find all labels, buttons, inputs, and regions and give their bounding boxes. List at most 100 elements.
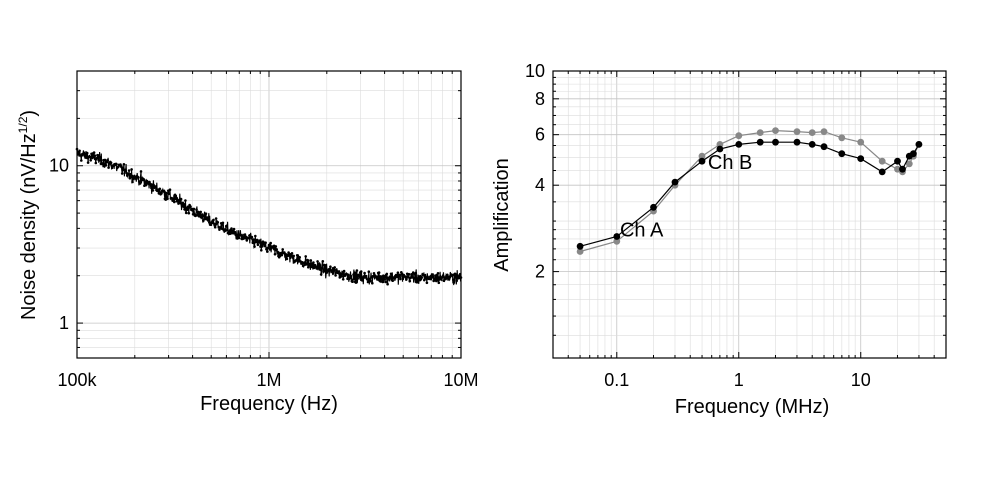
noise-data-point (353, 277, 356, 281)
noise-data-point (417, 275, 421, 278)
noise-data-point (187, 211, 191, 215)
noise-data-point (398, 273, 401, 277)
noise-data-point (179, 197, 183, 201)
noise-data-point (414, 271, 418, 275)
data-point-ch-a (576, 242, 584, 250)
noise-data-point (148, 180, 151, 184)
noise-data-point (94, 161, 98, 165)
data-point-ch-b (838, 134, 846, 142)
noise-data-point (138, 182, 142, 185)
noise-data-point (428, 277, 431, 281)
data-point-ch-b (793, 128, 801, 136)
noise-data-point (306, 258, 309, 262)
x-tick-label: 0.1 (604, 370, 629, 390)
data-point-ch-b (878, 157, 886, 165)
noise-data-point (399, 277, 402, 281)
y-tick-label: 4 (535, 175, 545, 195)
noise-data-point (266, 250, 269, 253)
noise-data-point (225, 228, 229, 232)
noise-data-point (337, 270, 341, 273)
data-point-ch-a (910, 150, 917, 158)
data-point-ch-a (772, 138, 779, 146)
noise-data-point (128, 177, 132, 180)
noise-data-point (348, 277, 352, 280)
noise-data-point (411, 271, 415, 274)
noise-data-point (349, 274, 353, 278)
noise-data-point (389, 272, 393, 276)
noise-data-point (253, 245, 256, 248)
noise-data-point (189, 205, 192, 208)
noise-data-point (274, 245, 278, 248)
noise-data-point (115, 162, 118, 166)
noise-data-point (228, 232, 231, 236)
noise-data-point (333, 266, 337, 269)
noise-density-y-axis-title: Noise density (nV/Hz1/2) (16, 110, 40, 320)
amplification-series (576, 127, 923, 255)
noise-data-point (103, 158, 107, 162)
noise-data-point (352, 273, 355, 276)
noise-data-point (239, 234, 243, 237)
noise-data-point (95, 157, 98, 160)
noise-data-point (206, 216, 209, 219)
noise-data-point (341, 278, 345, 281)
amplification-grid (552, 70, 947, 359)
noise-data-point (296, 260, 300, 263)
noise-data-point (245, 239, 249, 242)
noise-data-point (184, 199, 187, 202)
noise-data-point (322, 270, 325, 273)
noise-data-point (98, 155, 102, 159)
noise-data-point (88, 155, 92, 159)
noise-data-point (367, 270, 371, 274)
noise-data-point (183, 208, 186, 211)
noise-data-point (377, 271, 381, 274)
noise-data-point (365, 278, 369, 281)
data-point-ch-b (857, 138, 865, 146)
noise-data-point (237, 236, 241, 240)
data-point-ch-b (894, 165, 901, 173)
noise-data-point (154, 185, 157, 188)
noise-data-point (248, 233, 252, 237)
noise-data-point (170, 196, 173, 200)
noise-data-point (412, 276, 416, 280)
noise-data-point (129, 173, 133, 176)
amplification-ticks: 0.1 1 10 2 4 6 8 10 (525, 61, 947, 390)
noise-data-point (375, 275, 378, 279)
data-point-ch-b (735, 132, 743, 140)
noise-data-point (116, 165, 120, 169)
noise-data-point (199, 210, 202, 214)
data-point-ch-a (808, 141, 816, 148)
noise-data-point (360, 279, 364, 282)
noise-data-point (312, 261, 315, 264)
noise-data-point (131, 180, 134, 184)
noise-data-point (254, 234, 257, 238)
noise-data-point (430, 273, 434, 276)
data-point-ch-a (698, 157, 706, 165)
noise-data-point (252, 238, 255, 241)
noise-data-point (91, 156, 94, 160)
noise-data-point (276, 250, 279, 254)
data-point-ch-a (915, 141, 923, 148)
noise-data-point (411, 275, 414, 279)
noise-data-point (441, 274, 445, 277)
noise-data-point (260, 249, 263, 252)
noise-data-point (420, 276, 424, 279)
data-point-ch-a (671, 178, 679, 186)
noise-data-point (382, 274, 385, 278)
noise-data-point (173, 200, 176, 204)
noise-data-point (324, 264, 327, 267)
noise-data-point (268, 248, 272, 251)
noise-data-point (174, 196, 178, 199)
noise-data-point (381, 280, 384, 284)
amplification-y-axis-title: Amplification (491, 158, 513, 271)
noise-data-point (340, 275, 343, 278)
noise-data-point (383, 275, 387, 279)
noise-data-point (447, 278, 451, 281)
amplification-chart: 0.1 1 10 2 4 6 8 10 Frequency (MHz) Amplificati… (491, 61, 947, 418)
noise-data-point (89, 159, 92, 162)
noise-data-point (369, 279, 372, 283)
data-point-ch-b (756, 129, 764, 137)
noise-data-point (106, 159, 109, 162)
series-annotation: Ch B (708, 152, 752, 174)
noise-data-point (372, 272, 376, 275)
noise-data-point (280, 253, 284, 257)
